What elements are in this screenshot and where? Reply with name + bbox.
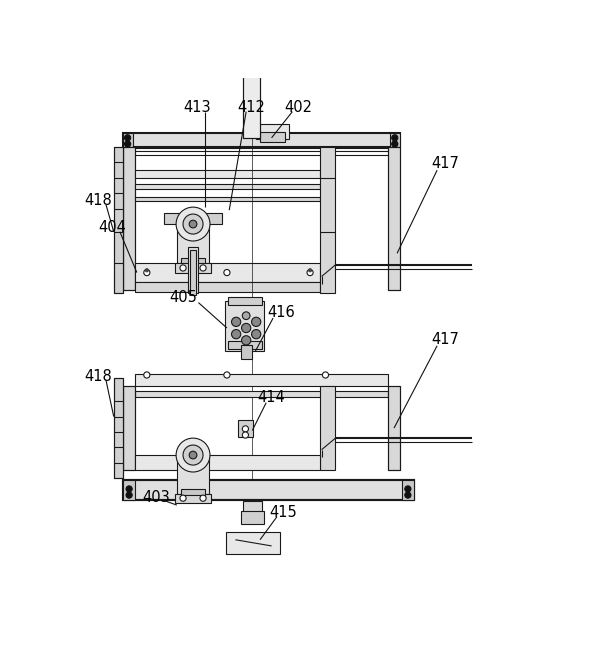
Circle shape <box>309 269 312 272</box>
Bar <box>123 147 135 290</box>
Circle shape <box>176 438 210 472</box>
Bar <box>135 184 320 189</box>
Bar <box>114 147 123 294</box>
Circle shape <box>392 135 398 141</box>
Circle shape <box>242 426 248 432</box>
Bar <box>123 480 135 500</box>
Bar <box>188 247 198 294</box>
Bar <box>175 262 211 273</box>
Text: 412: 412 <box>237 100 265 115</box>
Circle shape <box>189 451 197 459</box>
Text: 415: 415 <box>269 505 297 520</box>
Circle shape <box>251 330 261 339</box>
Circle shape <box>200 495 206 502</box>
Bar <box>225 301 264 351</box>
Bar <box>135 282 320 292</box>
Circle shape <box>242 432 248 438</box>
Text: 417: 417 <box>431 332 459 347</box>
Bar <box>390 133 400 147</box>
Bar <box>388 147 400 290</box>
Bar <box>123 480 414 500</box>
Bar <box>123 480 414 500</box>
Text: 416: 416 <box>268 305 296 320</box>
Circle shape <box>307 270 313 275</box>
Circle shape <box>145 269 148 272</box>
Circle shape <box>126 486 132 492</box>
Circle shape <box>183 214 203 234</box>
Bar <box>135 391 388 397</box>
Bar <box>243 502 261 523</box>
Bar <box>228 341 261 349</box>
Circle shape <box>176 207 210 241</box>
Bar <box>135 197 320 201</box>
Circle shape <box>231 318 241 327</box>
Bar <box>123 133 400 147</box>
Bar <box>123 386 135 470</box>
Bar <box>177 455 209 494</box>
Bar <box>226 532 280 553</box>
Circle shape <box>124 135 130 141</box>
Circle shape <box>242 312 250 319</box>
Bar <box>135 262 320 282</box>
Bar <box>402 480 414 500</box>
Circle shape <box>251 318 261 327</box>
Text: 418: 418 <box>84 194 112 209</box>
Bar <box>241 511 264 524</box>
Text: 405: 405 <box>169 290 197 305</box>
Bar <box>123 147 135 290</box>
Circle shape <box>392 141 398 147</box>
Bar <box>135 480 320 486</box>
Circle shape <box>224 270 230 275</box>
Bar <box>164 213 221 224</box>
Bar <box>260 132 284 142</box>
Circle shape <box>241 336 251 345</box>
Bar <box>135 374 388 386</box>
Text: 403: 403 <box>142 490 170 505</box>
Bar <box>320 147 336 294</box>
Text: 404: 404 <box>99 220 126 235</box>
Bar <box>175 494 211 503</box>
Bar <box>228 297 261 305</box>
Circle shape <box>183 445 203 465</box>
Bar <box>182 489 205 495</box>
Circle shape <box>144 372 150 378</box>
Bar <box>123 133 133 147</box>
Bar <box>388 147 400 290</box>
Bar <box>320 386 336 470</box>
Bar <box>182 258 205 264</box>
Bar <box>388 386 400 470</box>
Bar <box>243 0 260 138</box>
Bar <box>256 124 289 139</box>
Text: 418: 418 <box>84 369 112 384</box>
Bar <box>135 455 320 470</box>
Circle shape <box>180 265 186 271</box>
Circle shape <box>200 265 206 271</box>
Bar <box>123 386 135 470</box>
Bar <box>135 170 320 178</box>
Bar <box>114 378 123 478</box>
Bar <box>388 386 400 470</box>
Text: 402: 402 <box>284 100 313 115</box>
Text: 414: 414 <box>258 390 286 405</box>
Circle shape <box>241 323 251 332</box>
Circle shape <box>405 492 411 498</box>
Text: 417: 417 <box>431 157 459 172</box>
Bar <box>114 378 123 478</box>
Circle shape <box>405 486 411 492</box>
Bar <box>114 147 123 294</box>
Bar <box>190 250 196 295</box>
Circle shape <box>126 492 132 498</box>
Bar <box>243 0 260 138</box>
Circle shape <box>180 495 186 502</box>
Text: 413: 413 <box>183 100 211 115</box>
Circle shape <box>124 141 130 147</box>
Circle shape <box>224 372 230 378</box>
Circle shape <box>322 372 329 378</box>
Circle shape <box>231 330 241 339</box>
Bar <box>177 224 209 262</box>
Bar <box>241 345 251 359</box>
Bar <box>238 420 253 437</box>
Circle shape <box>144 270 150 275</box>
Circle shape <box>189 220 197 228</box>
